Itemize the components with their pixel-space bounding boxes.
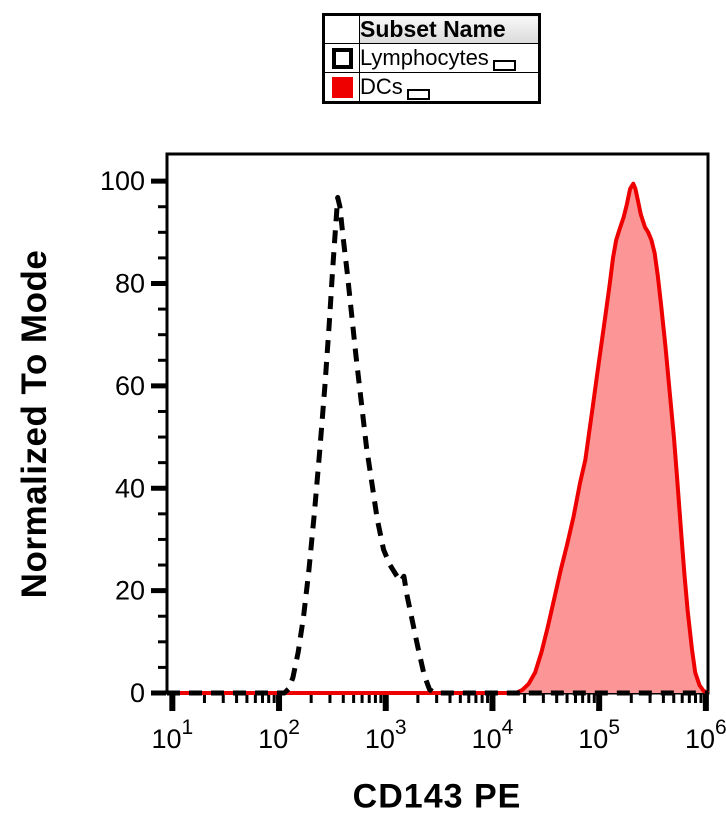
y-tick-label: 100 xyxy=(100,166,145,196)
legend-title: Subset Name xyxy=(359,15,539,44)
lymphocytes-curve xyxy=(167,195,708,696)
legend-swatch-cell xyxy=(324,72,360,102)
x-axis-title: CD143 PE xyxy=(352,777,522,816)
legend-corner-cell xyxy=(324,15,360,44)
y-tick-label: 60 xyxy=(115,371,145,401)
x-tick-label: 105 xyxy=(578,716,620,754)
x-tick-label: 106 xyxy=(685,716,726,754)
x-tick-label: 104 xyxy=(472,716,514,754)
legend-row-dcs: DCs xyxy=(324,72,539,102)
legend-header-row: Subset Name xyxy=(324,15,539,44)
y-tick-label: 40 xyxy=(115,473,145,503)
subscript-box-icon xyxy=(492,60,516,71)
legend-label-text: Lymphocytes xyxy=(360,45,489,70)
outline-swatch-icon xyxy=(331,47,353,69)
y-axis-title: Normalized To Mode xyxy=(15,249,54,599)
filled-swatch-icon xyxy=(331,76,353,98)
y-tick-label: 80 xyxy=(115,269,145,299)
x-tick-label: 101 xyxy=(151,716,193,754)
legend-table: Subset Name Lymphocytes DCs xyxy=(324,15,539,102)
subscript-box-icon xyxy=(406,89,430,100)
legend-label: Lymphocytes xyxy=(359,43,539,73)
legend-row-lymphocytes: Lymphocytes xyxy=(324,43,539,73)
legend-label-text: DCs xyxy=(360,74,403,99)
legend-swatch-cell xyxy=(324,43,360,73)
x-tick-label: 103 xyxy=(365,716,407,754)
y-tick-label: 0 xyxy=(130,678,145,708)
x-tick-label: 102 xyxy=(258,716,300,754)
dcs-curve xyxy=(167,181,709,695)
legend: Subset Name Lymphocytes DCs xyxy=(322,13,541,104)
y-tick-label: 20 xyxy=(115,576,145,606)
legend-label: DCs xyxy=(359,72,539,102)
